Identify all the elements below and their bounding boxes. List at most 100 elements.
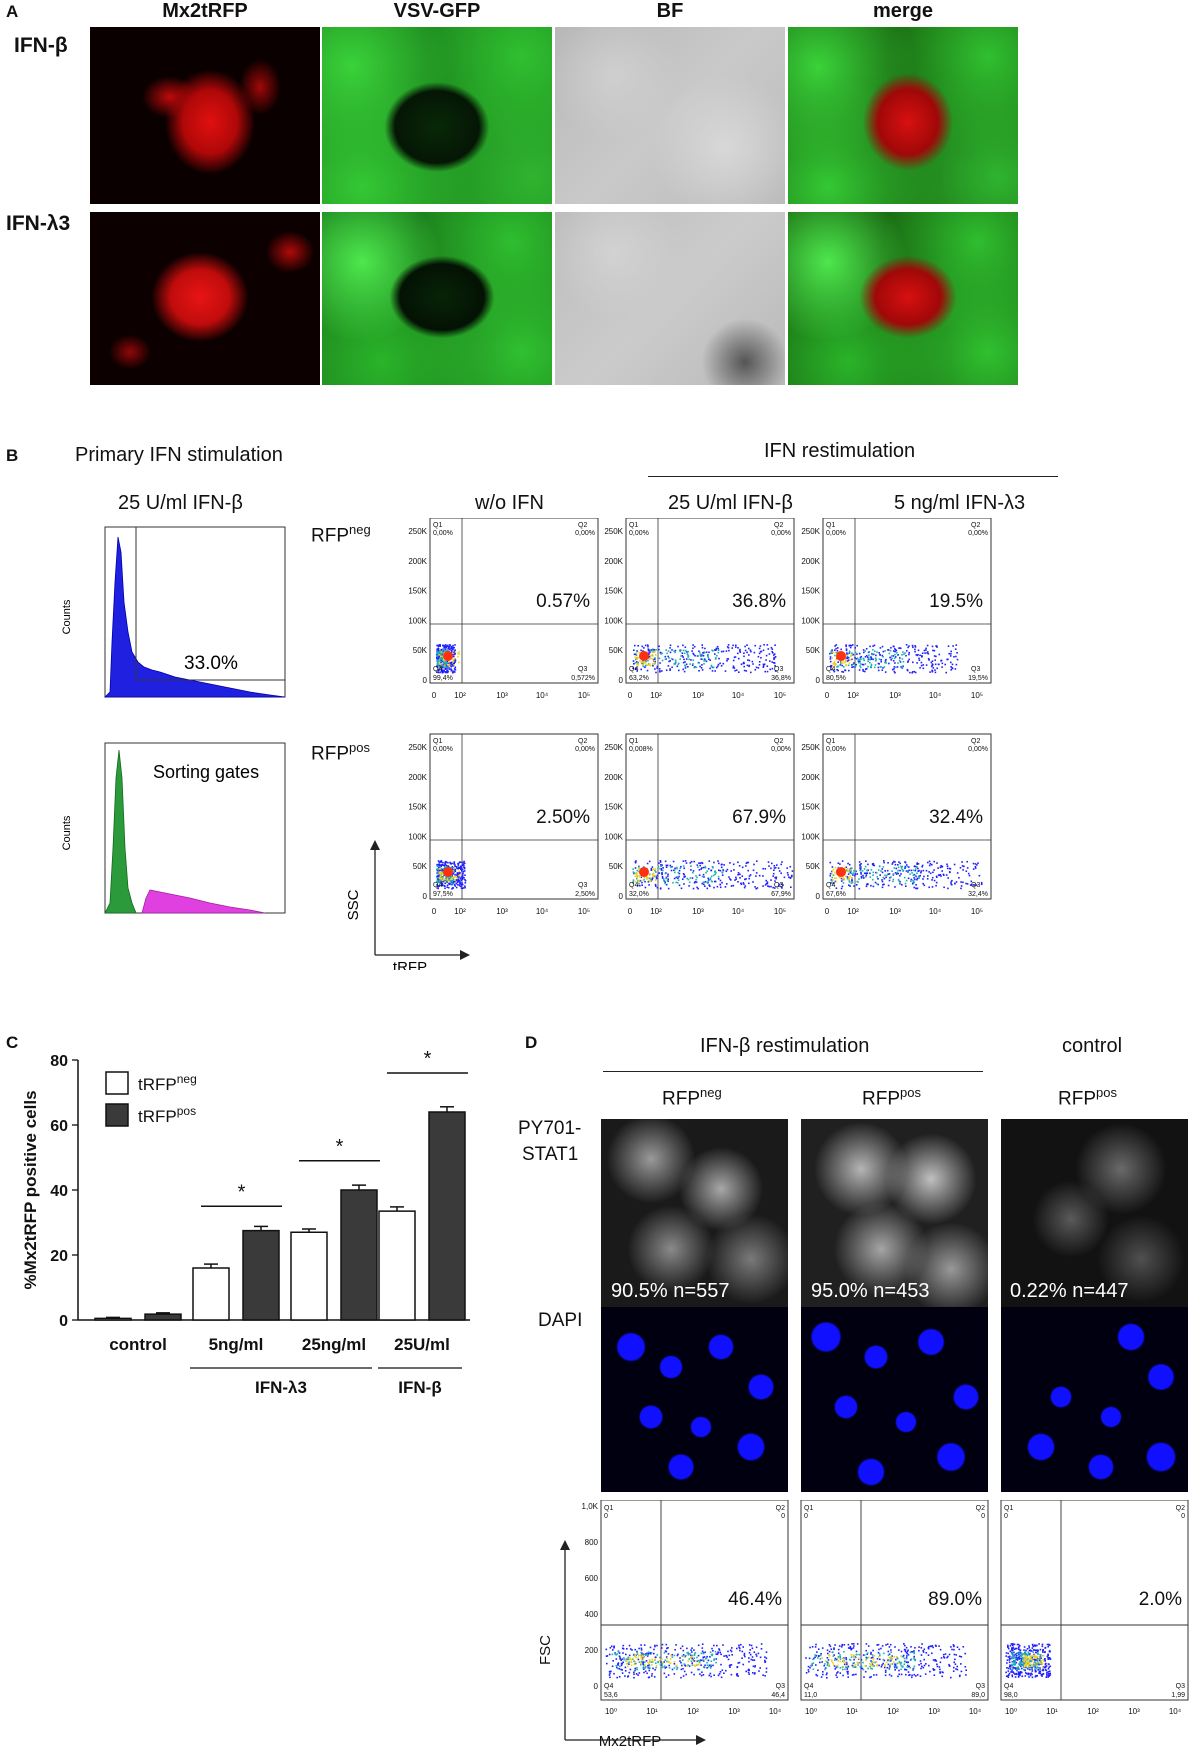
flow-dot [847, 1670, 849, 1673]
flow-dot [1016, 1643, 1019, 1646]
flow-dot [843, 1661, 845, 1663]
flow-dot [725, 1669, 727, 1672]
flow-dot [717, 875, 720, 878]
flow-dot [449, 661, 452, 664]
flow-dot [442, 669, 444, 672]
flow-dot [663, 878, 665, 880]
flow-dot [460, 876, 463, 878]
flow-dot [654, 874, 656, 877]
flow-dot [671, 658, 674, 661]
flow-dot [453, 662, 455, 665]
flow-dot [916, 877, 919, 880]
flow-dot [1033, 1653, 1035, 1656]
flow-dot [850, 870, 852, 872]
flow-dot [878, 865, 881, 868]
flow-dot [441, 652, 443, 654]
flow-dot [1008, 1666, 1011, 1668]
y-tick-label: 250K [408, 743, 427, 752]
flow-dot [901, 654, 903, 656]
flow-dot [901, 665, 904, 667]
flow-dot [749, 874, 752, 876]
flow-dot [928, 886, 930, 889]
flow-dot [938, 1666, 941, 1668]
flow-dot [850, 1656, 853, 1658]
flow-dot [903, 1657, 906, 1660]
flow-dot [447, 861, 449, 864]
flow-dot [454, 885, 456, 887]
flow-dot [863, 868, 866, 870]
panel-a-letter: A [6, 2, 19, 21]
flow-dot [1023, 1657, 1026, 1660]
flow-dot [770, 867, 772, 870]
flow-dot [640, 1657, 643, 1660]
flow-dot [963, 865, 965, 868]
flow-dot [894, 648, 897, 651]
flow-dot [1031, 1670, 1034, 1672]
flow-dot [661, 659, 664, 662]
flow-dot [1021, 1653, 1024, 1656]
flow-dot [872, 864, 874, 866]
flow-dot [443, 669, 445, 672]
flow-dot [676, 1668, 678, 1671]
flow-dot [1014, 1647, 1017, 1650]
flow-dot [931, 645, 934, 648]
flow-dot [869, 645, 871, 648]
flow-dot [921, 1643, 923, 1645]
flow-dot [713, 1658, 715, 1660]
flow-dot [454, 652, 456, 655]
flow-dot [881, 645, 884, 648]
flow-dot [671, 1656, 674, 1658]
flow-dot [697, 1644, 700, 1647]
flow-dot [1016, 1669, 1018, 1672]
flow-dot [875, 882, 878, 885]
flow-dot [865, 1659, 867, 1662]
flow-dot [827, 1662, 829, 1665]
flow-dot [643, 876, 646, 878]
flow-dot [437, 656, 440, 659]
flow-dot [1007, 1647, 1010, 1650]
flow-dot [454, 879, 457, 881]
flow-dot [451, 649, 454, 651]
flow-dot [900, 1655, 902, 1657]
flow-dot [729, 878, 731, 880]
flow-dot [825, 1673, 828, 1676]
flow-dot [904, 1660, 906, 1663]
flow-dot [1019, 1649, 1021, 1652]
flow-dot [854, 647, 856, 649]
flow-dot [626, 1658, 629, 1661]
flow-dot [663, 1661, 665, 1663]
flow-dot [958, 1648, 961, 1651]
flow-dot [848, 1658, 851, 1661]
x-tick-label: 10³ [496, 907, 508, 916]
flow-dot [682, 661, 685, 664]
flow-dot [885, 662, 888, 664]
flow-dot [636, 875, 638, 877]
flow-dot [774, 876, 776, 879]
flow-dot [446, 877, 449, 880]
flow-dot [949, 655, 952, 657]
flow-dot [636, 658, 638, 660]
flow-dot [762, 867, 764, 870]
flow-dot [647, 1653, 650, 1655]
flow-dot [446, 884, 449, 886]
flow-dot [653, 875, 656, 878]
flow-dot [956, 872, 959, 874]
flow-dot [887, 862, 889, 864]
flow-dot [911, 644, 914, 647]
flow-dot [847, 1666, 849, 1669]
flow-dot [454, 651, 457, 653]
flow-dot [864, 663, 867, 665]
flow-dot [683, 1655, 685, 1658]
flow-dot [865, 885, 868, 888]
flow-dot [777, 867, 780, 869]
flow-dot [1029, 1668, 1031, 1671]
flow-dot [780, 883, 783, 885]
flow-dot [665, 866, 668, 868]
flow-dot [837, 669, 839, 672]
flow-dot [451, 647, 453, 650]
flow-dot [836, 668, 838, 671]
flow-dot [693, 1660, 696, 1662]
flow-dot [874, 657, 877, 659]
flow-dot [437, 644, 440, 647]
flow-dot [716, 645, 719, 648]
